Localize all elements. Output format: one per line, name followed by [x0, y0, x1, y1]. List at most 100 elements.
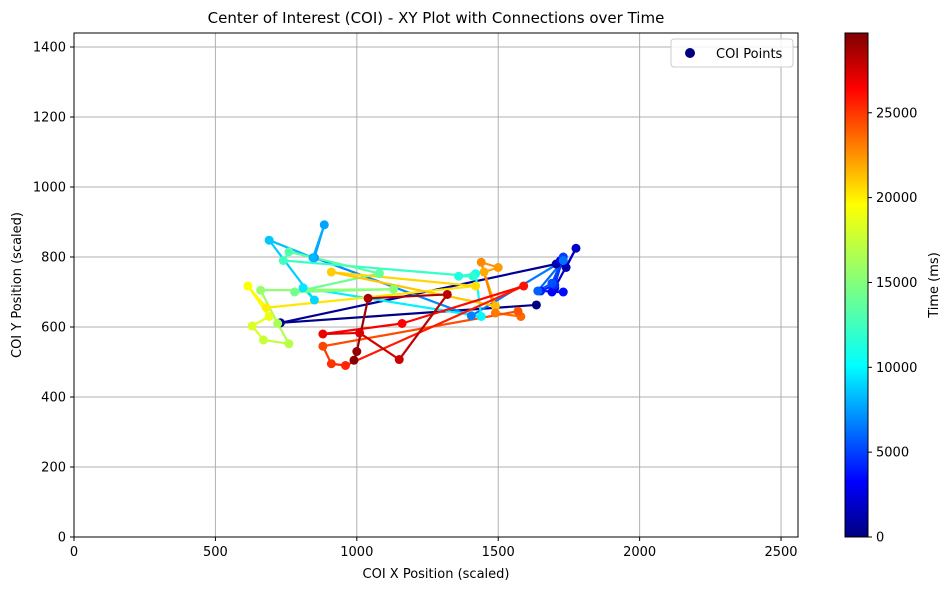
- y-tick-label: 1000: [33, 181, 66, 196]
- coi-point: [264, 312, 274, 321]
- coi-point: [349, 355, 359, 365]
- coi-point: [341, 361, 350, 370]
- connection-segment: [282, 259, 474, 278]
- coi-point: [547, 287, 557, 297]
- colorbar-tick-label: 0: [876, 531, 884, 546]
- coi-point: [571, 243, 581, 253]
- coi-point: [278, 256, 288, 265]
- coi-point: [479, 267, 489, 277]
- x-tick-label: 1500: [482, 545, 515, 560]
- x-axis-label: COI X Position (scaled): [363, 567, 510, 582]
- coi-point: [318, 341, 328, 351]
- coi-point: [352, 347, 362, 356]
- y-tick-label: 400: [41, 391, 66, 406]
- legend-marker: [685, 48, 695, 58]
- coi-point: [547, 278, 557, 288]
- coi-point: [466, 311, 476, 321]
- connection-segment: [358, 331, 401, 361]
- connection-segment: [287, 250, 381, 275]
- connection-segment: [367, 293, 449, 300]
- legend-label: COI Points: [716, 47, 783, 62]
- y-axis-label: COI Y Position (scaled): [10, 212, 25, 358]
- coi-point: [326, 359, 336, 369]
- legend: COI Points: [670, 38, 794, 68]
- colorbar-tick-label: 15000: [876, 276, 917, 291]
- coi-point: [308, 253, 318, 263]
- coi-point: [258, 335, 268, 345]
- coi-point: [284, 339, 294, 349]
- x-tick-label: 2000: [623, 545, 656, 560]
- coi-point: [261, 303, 271, 313]
- x-tick-label: 1000: [340, 545, 373, 560]
- y-tick-label: 600: [41, 321, 66, 336]
- coi-point: [394, 355, 404, 365]
- connection-segment: [311, 223, 326, 259]
- colorbar-tick-label: 25000: [876, 106, 917, 121]
- coi-point: [531, 300, 541, 310]
- coi-point: [284, 247, 294, 257]
- coi-point: [454, 271, 464, 281]
- connection-segment: [301, 286, 483, 318]
- y-axis-ticks: 0 200 400 600 800 1000 1200 1400: [33, 41, 74, 546]
- y-tick-label: 1200: [33, 111, 66, 126]
- x-tick-label: 2500: [764, 545, 797, 560]
- coi-point: [442, 289, 452, 299]
- coi-point: [374, 268, 384, 278]
- colorbar-gradient: [844, 32, 869, 538]
- chart-title: Center of Interest (COI) - XY Plot with …: [208, 9, 665, 27]
- coi-point: [490, 301, 500, 311]
- coi-point: [561, 263, 571, 272]
- legend-box: [670, 38, 794, 68]
- y-tick-label: 800: [41, 251, 66, 266]
- connection-segment: [474, 272, 483, 318]
- colorbar: 0 5000 10000 15000 20000 25000 Time (ms): [844, 32, 942, 546]
- coi-point: [476, 257, 486, 267]
- coi-point: [558, 287, 568, 297]
- connection-segment: [330, 270, 477, 288]
- connection-segment: [246, 284, 268, 309]
- connection-segment: [344, 284, 525, 367]
- coi-point: [319, 220, 329, 230]
- connection-segment: [279, 262, 558, 324]
- coi-point: [256, 285, 266, 295]
- plot-frame: [73, 32, 799, 538]
- connection-segment: [400, 284, 525, 325]
- x-axis-ticks: 0 500 1000 1500 2000 2500: [70, 537, 798, 560]
- coi-point: [389, 284, 399, 294]
- x-tick-label: 500: [203, 545, 228, 560]
- coi-point: [476, 312, 486, 321]
- coi-point: [309, 295, 319, 305]
- y-tick-label: 1400: [33, 41, 66, 56]
- coi-point: [397, 319, 407, 328]
- connection-segment: [259, 288, 395, 292]
- connection-segment: [355, 297, 370, 353]
- coi-point: [490, 308, 500, 318]
- coi-points: [243, 220, 581, 370]
- coi-point: [290, 287, 300, 297]
- connection-segment: [398, 293, 449, 361]
- coi-point: [326, 267, 336, 277]
- coi-point: [493, 263, 503, 272]
- coi-point: [513, 306, 523, 316]
- coi-point: [273, 319, 283, 328]
- connection-segment: [330, 270, 497, 308]
- x-tick-label: 0: [70, 545, 78, 560]
- coi-point: [468, 271, 478, 281]
- coi-point: [558, 256, 568, 265]
- colorbar-tick-label: 10000: [876, 361, 917, 376]
- colorbar-tick-label: 5000: [876, 446, 909, 461]
- connection-segment: [321, 331, 361, 336]
- coi-point: [533, 286, 543, 296]
- coi-point: [519, 281, 529, 291]
- coi-point: [355, 328, 365, 338]
- y-tick-label: 200: [41, 461, 66, 476]
- coi-point: [298, 283, 308, 293]
- coi-point: [243, 281, 253, 291]
- colorbar-tick-label: 20000: [876, 191, 917, 206]
- colorbar-label: Time (ms): [927, 252, 942, 319]
- coi-point: [363, 293, 373, 303]
- coi-point: [264, 235, 274, 245]
- coi-point: [471, 281, 481, 291]
